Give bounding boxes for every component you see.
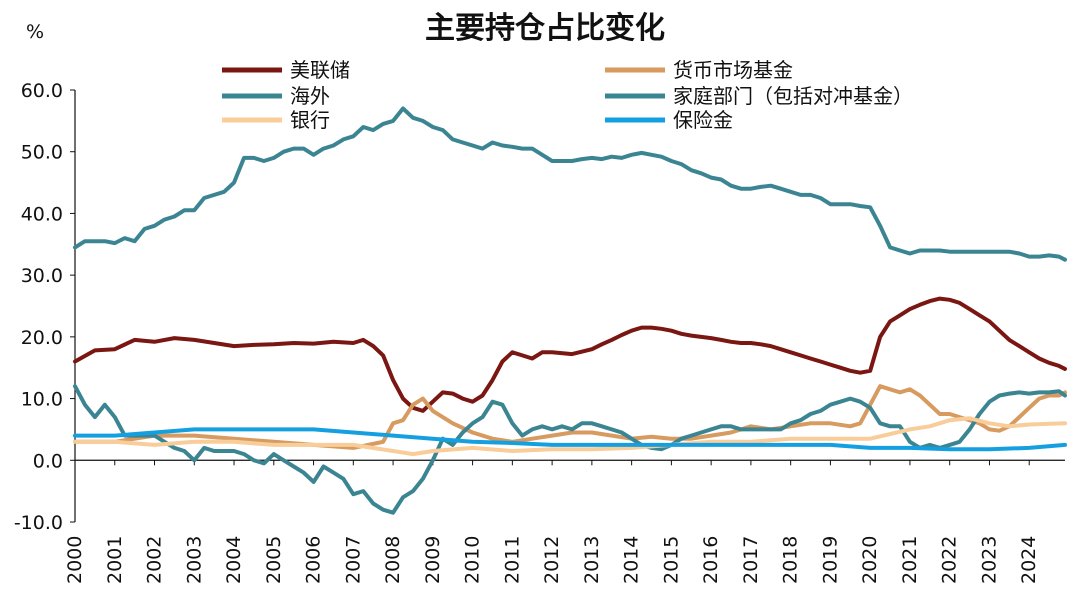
x-tick-label: 2016 [700,536,722,584]
y-tick-label: 0.0 [33,450,63,472]
x-tick-label: 2002 [144,536,166,584]
x-tick-label: 2005 [263,536,285,584]
x-tick-label: 2024 [1018,536,1040,584]
legend-label-mmf: 货币市场基金 [673,58,793,82]
y-tick-label: 40.0 [21,203,63,225]
x-tick-label: 2015 [660,536,682,584]
x-tick-label: 2007 [342,536,364,584]
y-tick-label: 30.0 [21,265,63,287]
x-tick-label: 2023 [978,536,1000,584]
x-tick-label: 2022 [939,536,961,584]
legend-label-banks: 银行 [290,108,330,132]
x-tick-label: 2004 [223,536,245,584]
y-tick-label: -10.0 [14,512,63,534]
x-tick-label: 2018 [780,536,802,584]
series-lines [73,106,1067,515]
x-ticks: 2000 2001 2002 2003 2004 2005 2006 2007 2008 2009… [64,460,1040,584]
series-line-foreign [73,106,1067,262]
legend-label-household: 家庭部门（包括对冲基金） [673,84,913,108]
x-tick-label: 2006 [303,536,325,584]
x-tick-label: 2012 [541,536,563,584]
x-tick-label: 2011 [501,536,523,584]
legend-label-foreign: 海外 [290,84,330,108]
series-line-fed [73,296,1067,413]
y-ticks: -10.0 0.0 10.0 20.0 30.0 40.0 50.0 60.0 [14,80,75,534]
legend: 美联储 货币市场基金 海外 家庭部门（包括对冲基金） 银行 保险金 [222,58,913,132]
x-tick-label: 2014 [621,536,643,584]
x-tick-label: 2020 [859,536,881,584]
y-tick-label: 60.0 [21,80,63,102]
chart-title: 主要持仓占比变化 [425,11,665,46]
x-tick-label: 2009 [422,536,444,584]
x-tick-label: 2008 [382,536,404,584]
y-tick-label: 10.0 [21,389,63,411]
y-tick-label: 20.0 [21,327,63,349]
legend-label-insurance: 保险金 [673,108,733,132]
legend-label-fed: 美联储 [290,58,350,82]
x-tick-label: 2021 [899,536,921,584]
y-axis-label: % [26,21,44,43]
x-tick-label: 2017 [740,536,762,584]
x-tick-label: 2001 [104,536,126,584]
series-line-mmf [73,384,1067,450]
x-tick-label: 2013 [581,536,603,584]
y-tick-label: 50.0 [21,142,63,164]
x-tick-label: 2010 [462,536,484,584]
axes [74,90,1065,522]
series-line-banks [73,416,1067,457]
x-tick-label: 2019 [819,536,841,584]
x-tick-label: 2000 [64,536,86,584]
x-tick-label: 2003 [183,536,205,584]
series-line-insurance [73,427,1067,452]
